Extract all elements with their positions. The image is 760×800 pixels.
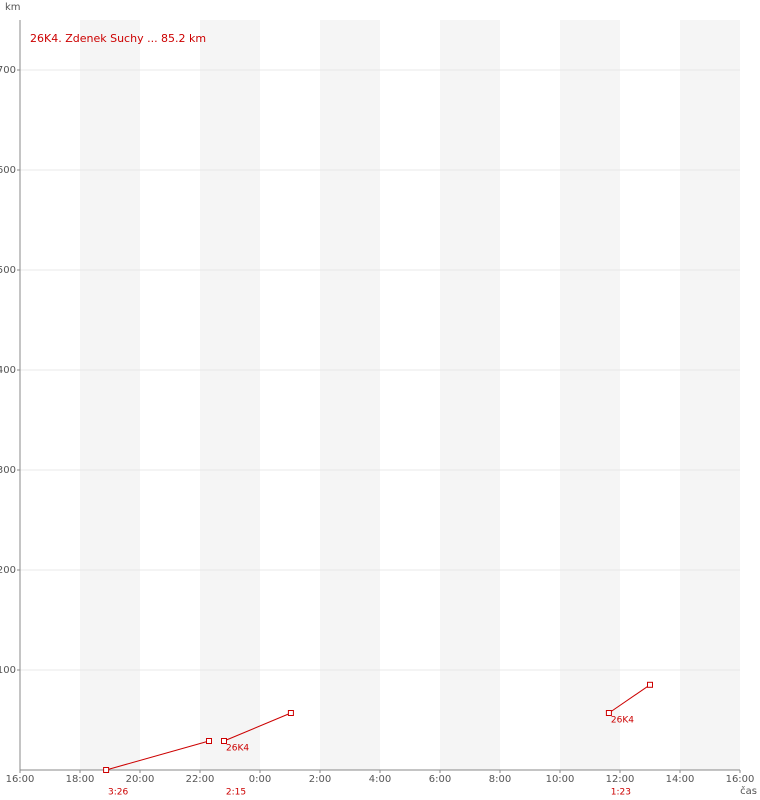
line [608, 684, 651, 714]
point [103, 767, 110, 773]
y-tick-label: 300 [0, 465, 16, 476]
point-label: 26K4 [226, 744, 249, 754]
point [605, 710, 612, 716]
x-tick-label: 10:00 [546, 774, 575, 785]
x-tick-label: 12:00 [606, 774, 635, 785]
y-tick-label: 600 [0, 165, 16, 176]
x-tick-label: 6:00 [429, 774, 451, 785]
x-tick-label: 2:00 [309, 774, 331, 785]
x-tick-label: 14:00 [666, 774, 695, 785]
y-tick-label: 100 [0, 665, 16, 676]
point [221, 738, 227, 744]
stripe [320, 20, 380, 770]
line [223, 712, 292, 742]
x-tick-label: 8:00 [489, 774, 511, 785]
chart-title: 26K4. Zdenek Suchy ... 85.2 km [30, 32, 206, 45]
x-tick-label: 16:00 [726, 774, 755, 785]
duration-label: 1:23 [611, 788, 631, 798]
point [287, 710, 294, 716]
x-tick-label: 16:00 [6, 774, 35, 785]
y-axis-label: km [5, 2, 21, 13]
y-tick-label: 400 [0, 365, 16, 376]
x-tick-label: 20:00 [126, 774, 155, 785]
y-tick-label: 700 [0, 65, 16, 76]
background [20, 20, 740, 770]
point-label: 26K4 [611, 716, 634, 726]
duration-label: 3:26 [108, 788, 128, 798]
stripe [440, 20, 500, 770]
stripe [200, 20, 260, 770]
x-axis-label: čas [740, 785, 757, 797]
x-tick-label: 18:00 [66, 774, 95, 785]
y-tick-label: 500 [0, 265, 16, 276]
point [206, 738, 212, 744]
duration-label: 2:15 [226, 788, 246, 798]
stripe [680, 20, 740, 770]
x-tick-label: 4:00 [369, 774, 391, 785]
y-tick-label: 200 [0, 565, 16, 576]
point [647, 681, 653, 688]
stripe [80, 20, 140, 770]
stripe [560, 20, 620, 770]
x-tick-label: 22:00 [186, 774, 215, 785]
line [105, 740, 210, 771]
x-tick-label: 0:00 [249, 774, 271, 785]
